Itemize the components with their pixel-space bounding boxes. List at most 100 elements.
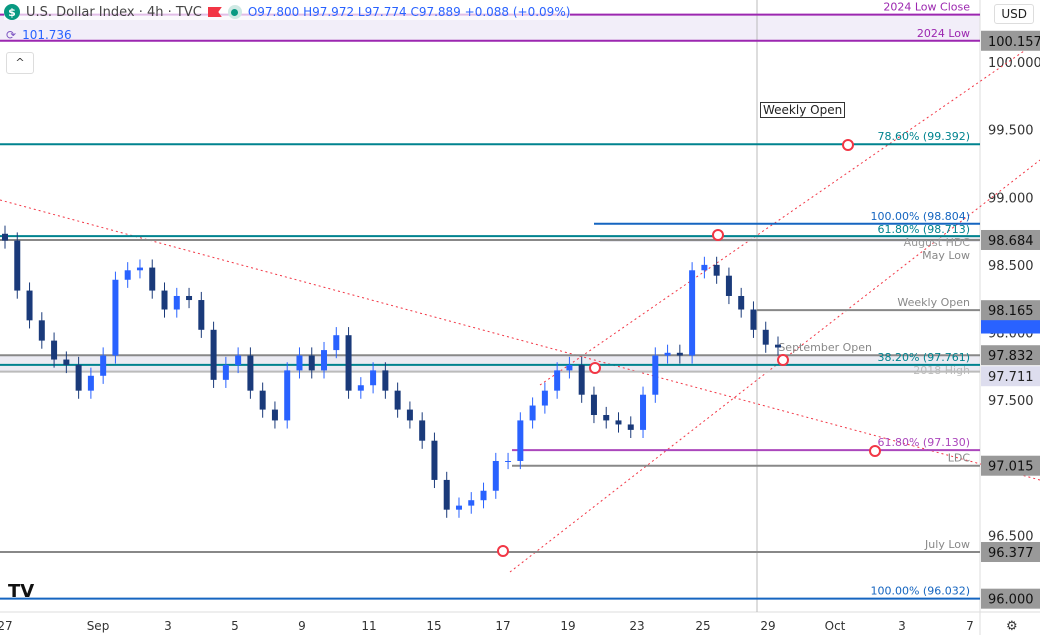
candle-body — [222, 364, 229, 380]
candle-body — [701, 264, 708, 271]
ohlc-values: O97.800 H97.972 L97.774 C97.889 +0.088 (… — [248, 5, 571, 19]
level-label: 78.60% (99.392) — [877, 130, 970, 143]
candle-body — [112, 279, 119, 356]
trendline — [509, 159, 1040, 573]
date-tick: 29 — [760, 619, 775, 633]
pivot-marker — [842, 139, 854, 151]
candle-body — [394, 390, 401, 410]
candle-body — [775, 344, 781, 348]
price-tag-label: 98.684 — [988, 234, 1034, 249]
candle-body — [63, 359, 70, 365]
price-tag — [981, 588, 1040, 609]
chart-legend: $ U.S. Dollar Index · 4h · TVC O97.800 H… — [4, 4, 571, 20]
level-label: 2024 Low — [917, 27, 970, 40]
candle-body — [186, 295, 193, 301]
candle-body — [247, 355, 254, 391]
candle-body — [505, 460, 512, 462]
candle-body — [529, 405, 536, 421]
price-tick: 99.500 — [988, 124, 1034, 139]
level-label: July Low — [924, 538, 970, 551]
weekly-open-label: Weekly Open — [760, 102, 846, 118]
candle-body — [664, 352, 671, 356]
settings-icon: ⚙ — [1006, 619, 1018, 634]
candle-body — [382, 370, 389, 391]
candle-body — [652, 355, 659, 395]
price-tag-label: 96.000 — [988, 593, 1034, 608]
candle-body — [689, 270, 696, 356]
change-value: +0.088 (+0.09%) — [464, 5, 571, 19]
candle-body — [406, 409, 413, 421]
price-tag — [981, 30, 1040, 51]
price-tag-label: 100.157 — [988, 35, 1040, 50]
pivot-marker — [777, 354, 789, 366]
candle-body — [161, 290, 168, 310]
date-tick: 11 — [361, 619, 376, 633]
candle-body — [713, 264, 720, 276]
level-label: 100.00% (98.804) — [870, 210, 970, 223]
candle-body — [541, 390, 548, 406]
price-tick: 97.500 — [988, 394, 1034, 409]
price-tag — [981, 455, 1040, 476]
date-tick: 3 — [164, 619, 172, 633]
candle-body — [738, 295, 745, 310]
candle-body — [124, 270, 131, 280]
refresh-icon[interactable]: ⟳ — [6, 28, 17, 42]
candle-body — [627, 424, 634, 430]
level-label: 61.80% (97.130) — [877, 436, 970, 449]
candle-body — [615, 420, 622, 425]
low-value: L97.774 — [357, 5, 407, 19]
current-price-tag — [981, 319, 1040, 334]
pivot-marker — [497, 545, 509, 557]
tradingview-logo: TV — [8, 581, 34, 602]
september-open-zone — [0, 355, 980, 372]
candle-body — [345, 335, 352, 391]
candle-body — [357, 385, 364, 391]
candle-body — [173, 295, 180, 310]
close-value: C97.889 — [410, 5, 461, 19]
candle-body — [51, 340, 58, 360]
candle-body — [235, 355, 242, 365]
level-label: 100.00% (96.032) — [870, 585, 970, 598]
candle-body — [259, 390, 266, 410]
candle-body — [443, 479, 450, 510]
candle-body — [725, 275, 732, 296]
candle-body — [492, 460, 499, 491]
candle-body — [210, 329, 217, 380]
currency-button[interactable]: USD — [994, 4, 1034, 24]
date-tick: 3 — [898, 619, 906, 633]
candle-body — [431, 440, 438, 480]
candle-body — [87, 375, 94, 391]
price-tag-label: 97.711 — [988, 370, 1034, 385]
level-label: September Open — [778, 341, 872, 354]
candle-body — [149, 267, 156, 291]
level-label: 2024 Low Close — [883, 1, 970, 14]
level-label: August HDC — [904, 236, 971, 249]
level-label: 61.80% (98.713) — [877, 223, 970, 236]
pivot-marker — [869, 445, 881, 457]
market-status-icon — [227, 5, 242, 19]
symbol-title[interactable]: U.S. Dollar Index · 4h · TVC — [26, 4, 202, 20]
candle-body — [284, 370, 291, 421]
date-tick: Oct — [825, 619, 846, 633]
level-label: 38.20% (97.761) — [877, 351, 970, 364]
trendline — [539, 39, 1040, 386]
flag-icon[interactable] — [207, 7, 222, 17]
collapse-legend-button[interactable]: ^ — [6, 52, 34, 74]
candle-body — [100, 355, 107, 376]
candle-body — [468, 500, 475, 506]
date-tick: 9 — [298, 619, 306, 633]
price-tag-label: 96.377 — [988, 546, 1034, 561]
high-value: H97.972 — [303, 5, 355, 19]
price-tag — [981, 542, 1040, 563]
candle-body — [750, 309, 757, 330]
date-tick: 19 — [560, 619, 575, 633]
candle-body — [333, 335, 340, 351]
pivot-marker — [712, 229, 724, 241]
date-tick: 15 — [426, 619, 441, 633]
candle-body — [14, 240, 21, 291]
candle-body — [296, 355, 303, 371]
candle-body — [676, 352, 683, 356]
candle-body — [578, 364, 585, 395]
level-label: LDC — [948, 452, 971, 465]
